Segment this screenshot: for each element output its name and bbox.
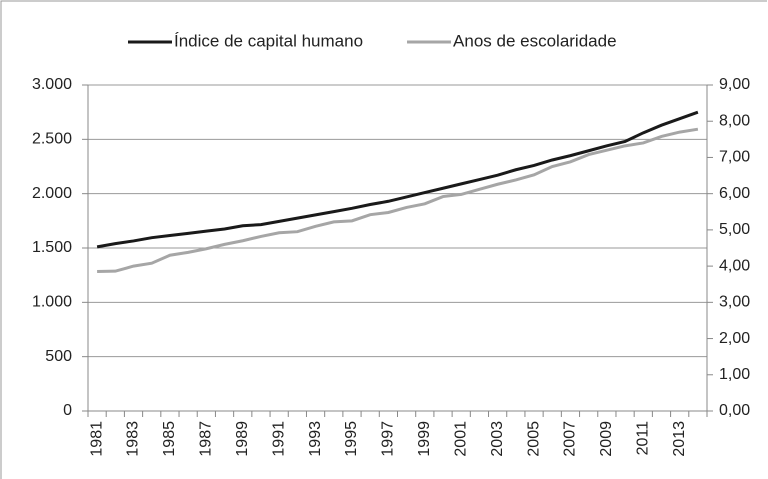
x-tick-label: 1997	[380, 421, 397, 457]
x-tick-label: 1995	[343, 421, 360, 457]
y2-tick-label: 6,00	[719, 185, 750, 202]
x-tick-label: 1993	[307, 421, 324, 457]
x-tick-label: 2001	[452, 421, 469, 457]
legend-label: Índice de capital humano	[174, 31, 363, 50]
x-tick-label: 1983	[125, 421, 142, 457]
x-tick-label: 1989	[234, 421, 251, 457]
x-tick-label: 2009	[598, 421, 615, 457]
series-line	[97, 127, 699, 274]
x-tick-label: 1999	[416, 421, 433, 457]
y-tick-label: 2.500	[32, 131, 72, 148]
y2-tick-label: 5,00	[719, 221, 750, 238]
x-tick-label: 1987	[198, 421, 215, 457]
y-tick-label: 0	[63, 402, 72, 419]
x-tick-label: 2007	[562, 421, 579, 457]
y2-tick-label: 2,00	[719, 330, 750, 347]
y-tick-label: 3.000	[32, 76, 72, 93]
x-tick-label: 1981	[88, 421, 105, 457]
x-tick-label: 1985	[161, 421, 178, 457]
y2-tick-label: 8,00	[719, 112, 750, 129]
legend-label: Anos de escolaridade	[453, 31, 617, 50]
x-tick-label: 1991	[270, 421, 287, 457]
y2-tick-label: 1,00	[719, 366, 750, 383]
x-tick-label: 2011	[634, 421, 651, 456]
y-tick-label: 1.000	[32, 294, 72, 311]
x-tick-label: 2005	[525, 421, 542, 457]
y2-tick-label: 0,00	[719, 402, 750, 419]
y-tick-label: 1.500	[32, 239, 72, 256]
y2-tick-label: 3,00	[719, 294, 750, 311]
y-tick-label: 500	[45, 348, 72, 365]
y-tick-label: 2.000	[32, 185, 72, 202]
y2-tick-label: 9,00	[719, 76, 750, 93]
y2-tick-label: 7,00	[719, 149, 750, 166]
x-tick-label: 2003	[489, 421, 506, 457]
y2-tick-label: 4,00	[719, 257, 750, 274]
series-line	[96, 110, 699, 249]
x-tick-label: 2013	[671, 421, 688, 457]
